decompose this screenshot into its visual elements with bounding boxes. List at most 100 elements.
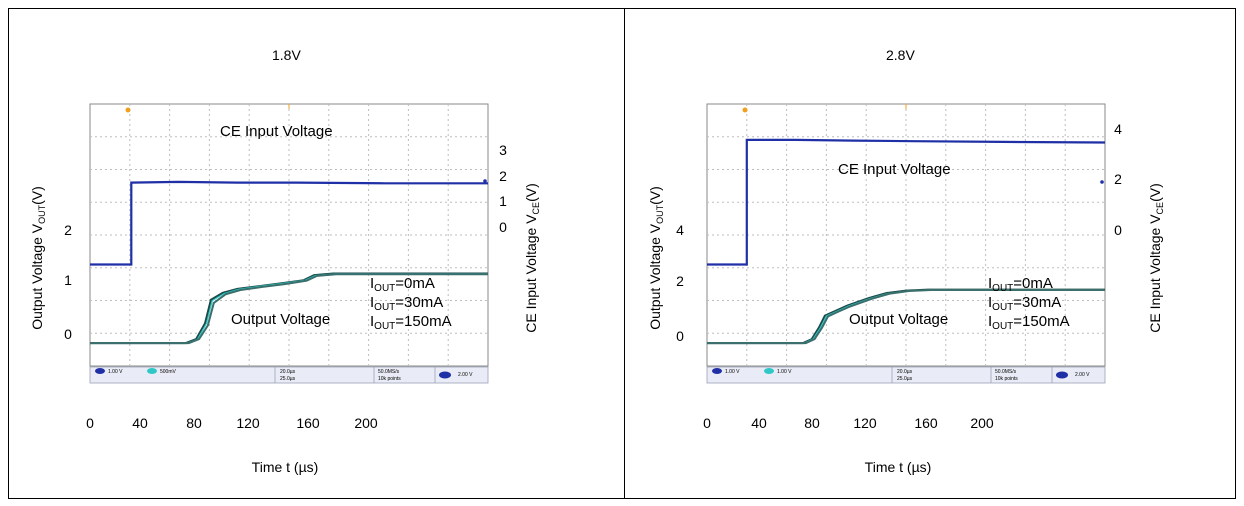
x-axis-label: Time t (µs): [252, 459, 319, 475]
x-axis-label: Time t (µs): [865, 459, 932, 475]
left-axis-label-sub: OUT: [37, 204, 47, 224]
ce-level-marker: [483, 179, 487, 183]
x-tick-label: 160: [914, 415, 938, 431]
legend-main: I: [988, 275, 992, 292]
status-points: 10k points: [995, 376, 1018, 382]
left-axis-label-main: Output Voltage V: [29, 223, 45, 330]
right-axis-label: CE Input Voltage VCE(V): [523, 183, 541, 333]
status-horizontal: 20.0µs: [280, 369, 296, 375]
status-trigger-level: 2.00 V: [458, 372, 473, 378]
legend-main: I: [370, 275, 374, 292]
status-ch2: 500mV: [160, 369, 177, 375]
trace-ce: [90, 180, 488, 266]
legend-entry: IOUT=150mA: [988, 313, 1070, 332]
left-axis-label-sub: OUT: [655, 204, 665, 224]
left-axis-label-unit: (V): [29, 186, 45, 205]
right-axis-label: CE Input Voltage VCE(V): [1147, 183, 1165, 333]
status-bar-bg: [706, 366, 1106, 384]
legend-value: =0mA: [395, 275, 435, 292]
legend-main: I: [370, 294, 374, 311]
legend-main: I: [988, 294, 992, 311]
legend-sub: OUT: [374, 321, 395, 332]
legend-main: I: [370, 313, 374, 330]
x-tick-label: 120: [853, 415, 877, 431]
panel-title: 1.8V: [272, 47, 301, 63]
legend-value: =30mA: [395, 294, 443, 311]
legend-value: =150mA: [1013, 313, 1069, 330]
panel-title: 2.8V: [886, 47, 915, 63]
legend-sub: OUT: [992, 283, 1013, 294]
grid: [707, 104, 1105, 366]
status-trigger-level: 2.00 V: [1075, 372, 1090, 378]
legend-entry: IOUT=0mA: [370, 275, 435, 294]
legend-sub: OUT: [374, 302, 395, 313]
x-tick-label: 0: [703, 415, 711, 431]
left-tick-label: 0: [676, 328, 684, 344]
status-ch1: 1.00 V: [108, 369, 123, 375]
status-ch1: 1.00 V: [725, 369, 740, 375]
ch2-icon: [147, 368, 157, 374]
right-tick-label: 2: [1114, 171, 1122, 187]
left-tick-label: 2: [676, 273, 684, 289]
left-axis-label: Output Voltage VOUT(V): [29, 186, 47, 330]
trigger-channel-icon: [439, 371, 451, 379]
legend-sub: OUT: [992, 302, 1013, 313]
right-axis-label-main: CE Input Voltage V: [1147, 214, 1163, 333]
ch2-icon: [764, 368, 774, 374]
right-tick-label: 3: [499, 142, 507, 158]
legend-entry: IOUT=30mA: [370, 294, 443, 313]
left-tick-label: 2: [64, 222, 72, 238]
status-sample-rate: 50.0MS/s: [378, 369, 400, 375]
annotation-ce-input: CE Input Voltage: [838, 161, 951, 178]
left-axis-label: Output Voltage VOUT(V): [647, 186, 665, 330]
grid: [90, 104, 488, 366]
right-axis-label-unit: (V): [1147, 183, 1163, 202]
annotation-ce-input: CE Input Voltage: [220, 123, 333, 140]
legend-value: =0mA: [1013, 275, 1053, 292]
trigger-marker: [742, 107, 748, 113]
legend-value: =30mA: [1013, 294, 1061, 311]
status-ch2: 1.00 V: [777, 369, 792, 375]
legend-entry: IOUT=0mA: [988, 275, 1053, 294]
trigger-marker: [125, 107, 131, 113]
x-tick-label: 0: [86, 415, 94, 431]
status-sample-rate: 50.0MS/s: [995, 369, 1017, 375]
right-axis-label-sub: CE: [1155, 202, 1165, 215]
x-tick-label: 80: [804, 415, 820, 431]
left-tick-label: 0: [64, 326, 72, 342]
status-delay: 25.0µs: [280, 376, 296, 382]
right-tick-label: 4: [1114, 121, 1122, 137]
left-axis-label-unit: (V): [647, 186, 663, 205]
right-tick-label: 0: [1114, 222, 1122, 238]
x-tick-label: 200: [970, 415, 994, 431]
right-tick-label: 2: [499, 168, 507, 184]
legend-value: =150mA: [395, 313, 451, 330]
trigger-channel-icon: [1056, 371, 1068, 379]
status-bar-bg: [89, 366, 489, 384]
ch1-icon: [712, 368, 722, 374]
status-delay: 25.0µs: [897, 376, 913, 382]
ch1-icon: [95, 368, 105, 374]
annotation-output: Output Voltage: [849, 311, 948, 328]
x-tick-label: 40: [132, 415, 148, 431]
x-tick-label: 160: [296, 415, 320, 431]
x-tick-label: 40: [751, 415, 767, 431]
status-points: 10k points: [378, 376, 401, 382]
left-tick-label: 4: [676, 222, 684, 238]
trace-out-3: [707, 289, 1105, 345]
x-tick-label: 120: [236, 415, 260, 431]
annotation-output: Output Voltage: [231, 311, 330, 328]
left-tick-label: 1: [64, 272, 72, 288]
legend-sub: OUT: [992, 321, 1013, 332]
right-axis-label-sub: CE: [531, 202, 541, 215]
legend-main: I: [988, 313, 992, 330]
trace-out-3: [90, 273, 488, 345]
status-horizontal: 20.0µs: [897, 369, 913, 375]
right-tick-label: 1: [499, 193, 507, 209]
trace-ce: [707, 138, 1106, 266]
